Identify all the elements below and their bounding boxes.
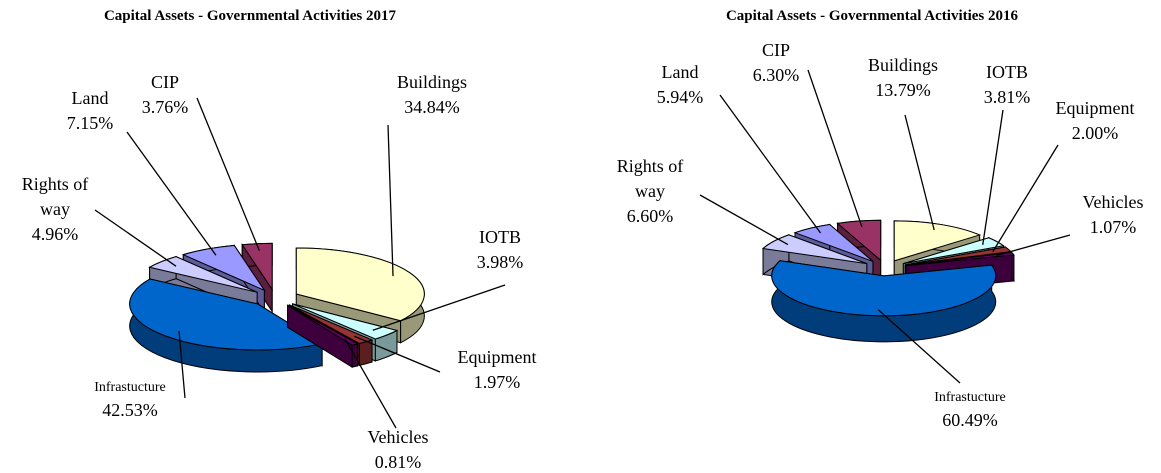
slice-name: CIP bbox=[761, 40, 790, 60]
leader-line bbox=[992, 144, 1059, 252]
leader-line bbox=[807, 69, 863, 228]
leader-line bbox=[699, 194, 789, 246]
slice bbox=[292, 303, 399, 340]
slice-name: Buildings bbox=[867, 55, 939, 75]
slice-name: Infrastucture bbox=[934, 390, 1006, 405]
slice bbox=[289, 304, 374, 344]
slice-value: 60.49% bbox=[942, 410, 998, 430]
slice-value: 34.84% bbox=[404, 97, 460, 117]
slice bbox=[793, 224, 874, 262]
leader-line bbox=[126, 131, 217, 256]
slice-name: IOTB bbox=[986, 62, 1028, 82]
slice-value: 2.00% bbox=[1071, 123, 1119, 143]
slice-name: CIP bbox=[150, 72, 179, 92]
leader-line bbox=[719, 94, 822, 234]
slice-name: Infrastucture bbox=[94, 380, 166, 395]
slice bbox=[148, 256, 258, 293]
data-label: Equipment 1.97% bbox=[458, 345, 537, 395]
slice-value: 6.30% bbox=[752, 65, 800, 85]
data-label: Land 5.94% bbox=[657, 60, 704, 110]
slice-value: 5.94% bbox=[656, 87, 704, 107]
slice-side bbox=[1011, 251, 1015, 283]
leader-line bbox=[904, 114, 935, 231]
data-label: IOTB 3.81% bbox=[984, 60, 1031, 110]
leader-line bbox=[982, 109, 1004, 245]
slice-name: Rights of way bbox=[21, 174, 89, 219]
slice bbox=[181, 245, 266, 292]
leader-line bbox=[94, 209, 177, 267]
slice-value: 6.60% bbox=[626, 206, 674, 226]
data-label: IOTB 3.98% bbox=[477, 225, 524, 275]
slice bbox=[771, 260, 997, 317]
data-label: Buildings 34.84% bbox=[397, 70, 467, 120]
data-label: Rights of way 6.60% bbox=[610, 154, 690, 229]
chart-title: Capital Assets - Governmental Activities… bbox=[103, 8, 397, 24]
leader-line bbox=[354, 335, 441, 373]
leader-line bbox=[387, 124, 394, 277]
slice-name: Buildings bbox=[396, 72, 468, 92]
data-label: Land 7.15% bbox=[67, 86, 114, 136]
slice-value: 4.96% bbox=[31, 224, 79, 244]
slice-value: 3.81% bbox=[983, 87, 1031, 107]
pie-chart bbox=[129, 242, 425, 373]
slice bbox=[287, 304, 359, 346]
slice bbox=[761, 234, 867, 265]
data-label: Vehicles 1.07% bbox=[1083, 190, 1144, 240]
leader-line bbox=[344, 338, 397, 429]
slice-value: 42.53% bbox=[102, 400, 158, 420]
slice-name: Rights of way bbox=[616, 156, 684, 201]
slice bbox=[836, 219, 882, 262]
data-label: CIP 6.30% bbox=[753, 38, 800, 88]
leader-line bbox=[372, 284, 506, 331]
slice bbox=[905, 251, 1015, 267]
slice-value: 7.15% bbox=[66, 113, 114, 133]
data-label: Infrastucture 42.53% bbox=[94, 378, 166, 423]
slice-value: 3.76% bbox=[141, 97, 189, 117]
slice-value: 13.79% bbox=[875, 80, 931, 100]
data-label: CIP 3.76% bbox=[142, 70, 189, 120]
data-label: Rights of way 4.96% bbox=[15, 172, 95, 247]
leader-line bbox=[996, 234, 1071, 257]
slice-name: Equipment bbox=[1055, 98, 1135, 118]
pie-chart bbox=[761, 219, 1015, 343]
slice-name: Land bbox=[661, 62, 699, 82]
leader-line bbox=[196, 97, 260, 251]
data-label: Equipment 2.00% bbox=[1056, 96, 1135, 146]
slice-value: 1.97% bbox=[473, 372, 521, 392]
slice bbox=[903, 237, 1005, 265]
data-label: Buildings 13.79% bbox=[868, 53, 938, 103]
slice-name: Vehicles bbox=[367, 427, 429, 447]
leader-line bbox=[178, 330, 186, 399]
slice-value: 1.07% bbox=[1089, 217, 1137, 237]
slice bbox=[129, 278, 324, 351]
data-label: Vehicles 0.81% bbox=[368, 425, 429, 473]
chart-title: Capital Assets - Governmental Activities… bbox=[725, 8, 1019, 24]
slice-name: Vehicles bbox=[1082, 192, 1144, 212]
slice-side bbox=[358, 339, 373, 367]
slice-value: 0.81% bbox=[374, 452, 422, 472]
slice-value: 3.98% bbox=[476, 252, 524, 272]
slice-name: Equipment bbox=[457, 347, 537, 367]
data-label: Infrastucture 60.49% bbox=[934, 388, 1006, 433]
leader-line bbox=[877, 309, 961, 384]
slice-name: IOTB bbox=[479, 227, 521, 247]
slice-name: Land bbox=[71, 88, 109, 108]
slice bbox=[893, 220, 982, 262]
